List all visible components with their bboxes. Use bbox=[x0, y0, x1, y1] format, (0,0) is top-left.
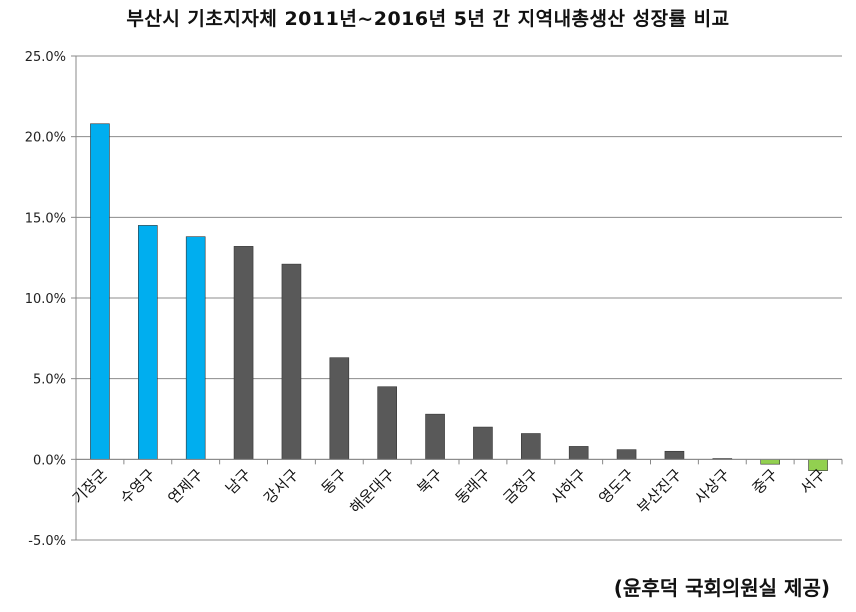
bar bbox=[138, 225, 158, 460]
x-tick-label: 금정구 bbox=[500, 465, 542, 507]
x-tick-label: 영도구 bbox=[595, 465, 637, 507]
chart-title: 부산시 기초지자체 2011년~2016년 5년 간 지역내총생산 성장률 비교 bbox=[126, 8, 730, 30]
bar bbox=[760, 459, 780, 465]
x-tick-label: 수영구 bbox=[117, 465, 159, 507]
y-tick-label: 15.0% bbox=[25, 211, 66, 226]
bar bbox=[616, 449, 637, 460]
bar bbox=[185, 236, 206, 460]
y-tick-label: 20.0% bbox=[25, 131, 66, 146]
bar bbox=[425, 413, 445, 460]
bar bbox=[521, 433, 541, 460]
x-tick-label: 강서구 bbox=[260, 465, 302, 507]
y-tick-label: 5.0% bbox=[33, 373, 66, 388]
x-tick-label: 사하구 bbox=[548, 465, 590, 507]
y-tick-label: 25.0% bbox=[25, 50, 66, 65]
x-tick-label: 남구 bbox=[222, 465, 254, 497]
source-note: (윤후덕 국회의원실 제공) bbox=[613, 576, 830, 600]
x-tick-label: 부산진구 bbox=[634, 465, 686, 517]
x-tick-label: 동구 bbox=[318, 465, 350, 497]
y-tick-label: 0.0% bbox=[33, 453, 66, 468]
x-tick-label: 동래구 bbox=[452, 465, 494, 507]
y-tick-label: -5.0% bbox=[28, 534, 66, 549]
bar bbox=[90, 123, 110, 460]
bar bbox=[568, 446, 589, 460]
x-tick-label: 연제구 bbox=[165, 465, 207, 507]
bar bbox=[281, 263, 302, 460]
x-tick-label: 기장군 bbox=[69, 465, 111, 507]
bar bbox=[473, 426, 493, 460]
bar bbox=[329, 357, 350, 460]
bar bbox=[233, 246, 254, 460]
x-tick-label: 사상구 bbox=[691, 465, 733, 507]
y-axis: -5.0% 0.0% 5.0% 10.0% 15.0% 20.0% 25.0% bbox=[25, 50, 77, 549]
y-tick-label: 10.0% bbox=[25, 292, 66, 307]
x-tick-label: 중구 bbox=[749, 465, 781, 497]
bars bbox=[90, 123, 828, 471]
x-tick-label: 북구 bbox=[414, 465, 446, 497]
bar bbox=[664, 450, 685, 460]
x-tick-label: 해운대구 bbox=[346, 465, 398, 517]
bar bbox=[377, 386, 397, 460]
